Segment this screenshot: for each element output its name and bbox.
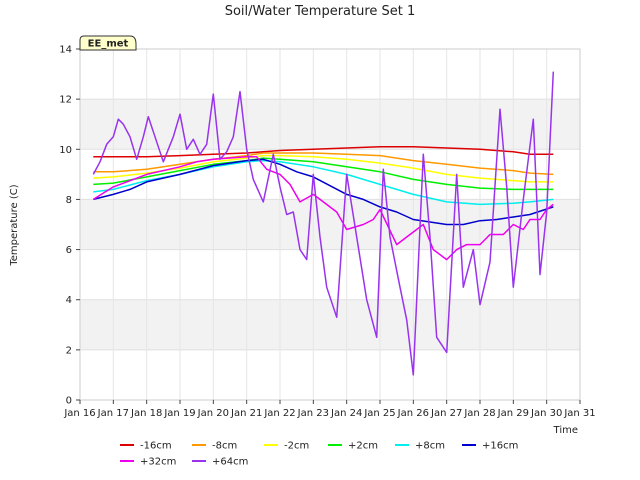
x-tick-label: Jan 17	[97, 408, 129, 419]
y-tick-label: 4	[66, 295, 72, 306]
series-line-2cm	[93, 157, 554, 191]
y-tick-label: 12	[59, 95, 72, 106]
plot-background	[80, 49, 580, 400]
x-tick-label: Jan 20	[197, 408, 229, 419]
station-badge-label: EE_met	[88, 39, 129, 50]
y-tick-label: 2	[66, 345, 72, 356]
x-tick-label: Jan 21	[230, 408, 262, 419]
legend-label: +2cm	[348, 441, 378, 452]
x-axis: Jan 16 Jan 17 Jan 18 Jan 19 Jan 20 Jan 21 Jan …	[63, 400, 596, 419]
x-tick-label: Jan 28	[463, 408, 495, 419]
legend-label: +64cm	[212, 457, 248, 468]
x-axis-label: Time	[553, 425, 578, 436]
plot-band	[80, 299, 580, 350]
legend: -16cm -8cm -2cm +2cm +8cm +16cm +32cm +64cm	[120, 441, 518, 468]
plot-band	[80, 249, 580, 300]
x-tick-label: Jan 26	[397, 408, 429, 419]
plot-band	[80, 99, 580, 150]
y-tick-label: 8	[66, 195, 72, 206]
legend-item: +32cm	[120, 457, 176, 468]
legend-label: -2cm	[284, 441, 309, 452]
x-tick-label: Jan 25	[363, 408, 395, 419]
x-tick-label: Jan 29	[497, 408, 529, 419]
legend-label: -16cm	[140, 441, 172, 452]
x-tick-label: Jan 31	[563, 408, 595, 419]
station-badge: EE_met	[79, 35, 137, 51]
plot-area-frame	[79, 48, 581, 401]
x-tick-label: Jan 24	[330, 408, 362, 419]
legend-label: +16cm	[482, 441, 518, 452]
y-tick-label: 0	[66, 396, 72, 407]
x-tick-label: Jan 27	[430, 408, 462, 419]
y-tick-label: 10	[59, 145, 72, 156]
x-tick-label: Jan 23	[297, 408, 329, 419]
legend-item: +64cm	[192, 457, 248, 468]
series-line-32cm	[92, 156, 554, 261]
x-tick-label: Jan 19	[163, 408, 195, 419]
legend-label: +8cm	[415, 441, 445, 452]
series-line-16cm	[93, 158, 554, 226]
series-line-64cm	[92, 71, 555, 376]
plot-band	[80, 49, 580, 100]
y-axis: 0 2 4 6 8 10 12 14	[59, 45, 80, 407]
legend-item: -16cm	[120, 441, 172, 452]
legend-item: -2cm	[264, 441, 309, 452]
x-tick-label: Jan 16	[63, 408, 95, 419]
series-line-8cm	[93, 152, 554, 176]
x-tick-label: Jan 22	[263, 408, 295, 419]
y-tick-label: 14	[59, 45, 72, 56]
legend-item: +2cm	[328, 441, 378, 452]
legend-label: -8cm	[212, 441, 237, 452]
series-line-16cm	[93, 146, 554, 158]
series-lines	[92, 71, 555, 376]
legend-item: +8cm	[395, 441, 445, 452]
y-tick-label: 6	[66, 245, 72, 256]
chart-title: Soil/Water Temperature Set 1	[225, 4, 416, 19]
plot-band	[80, 349, 580, 400]
legend-item: +16cm	[462, 441, 518, 452]
legend-label: +32cm	[140, 457, 176, 468]
y-axis-label: Temperature (C)	[9, 184, 20, 266]
x-tick-label: Jan 30	[530, 408, 562, 419]
legend-item: -8cm	[192, 441, 237, 452]
x-tick-label: Jan 18	[130, 408, 162, 419]
